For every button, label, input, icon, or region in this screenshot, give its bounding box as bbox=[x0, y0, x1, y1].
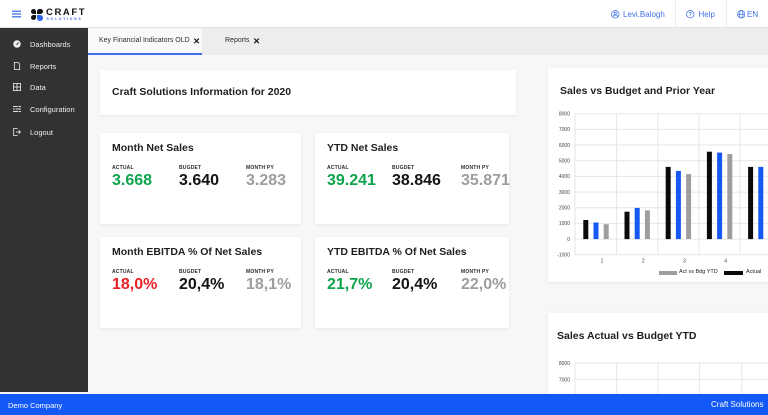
svg-text:3: 3 bbox=[683, 259, 686, 265]
svg-text:7000: 7000 bbox=[559, 127, 570, 133]
svg-text:6000: 6000 bbox=[559, 143, 570, 149]
svg-text:3000: 3000 bbox=[559, 190, 570, 196]
svg-text:5000: 5000 bbox=[559, 159, 570, 165]
svg-text:8000: 8000 bbox=[559, 112, 570, 118]
svg-text:1: 1 bbox=[600, 259, 603, 265]
svg-text:-1000: -1000 bbox=[557, 253, 570, 259]
svg-text:1000: 1000 bbox=[559, 221, 570, 227]
svg-text:2: 2 bbox=[642, 259, 645, 265]
svg-text:8000: 8000 bbox=[559, 361, 570, 367]
svg-text:7000: 7000 bbox=[559, 377, 570, 383]
svg-text:4: 4 bbox=[724, 259, 727, 265]
svg-text:2000: 2000 bbox=[559, 206, 570, 212]
svg-text:?: ? bbox=[689, 12, 693, 18]
svg-text:0: 0 bbox=[567, 237, 570, 243]
svg-text:4000: 4000 bbox=[559, 174, 570, 180]
